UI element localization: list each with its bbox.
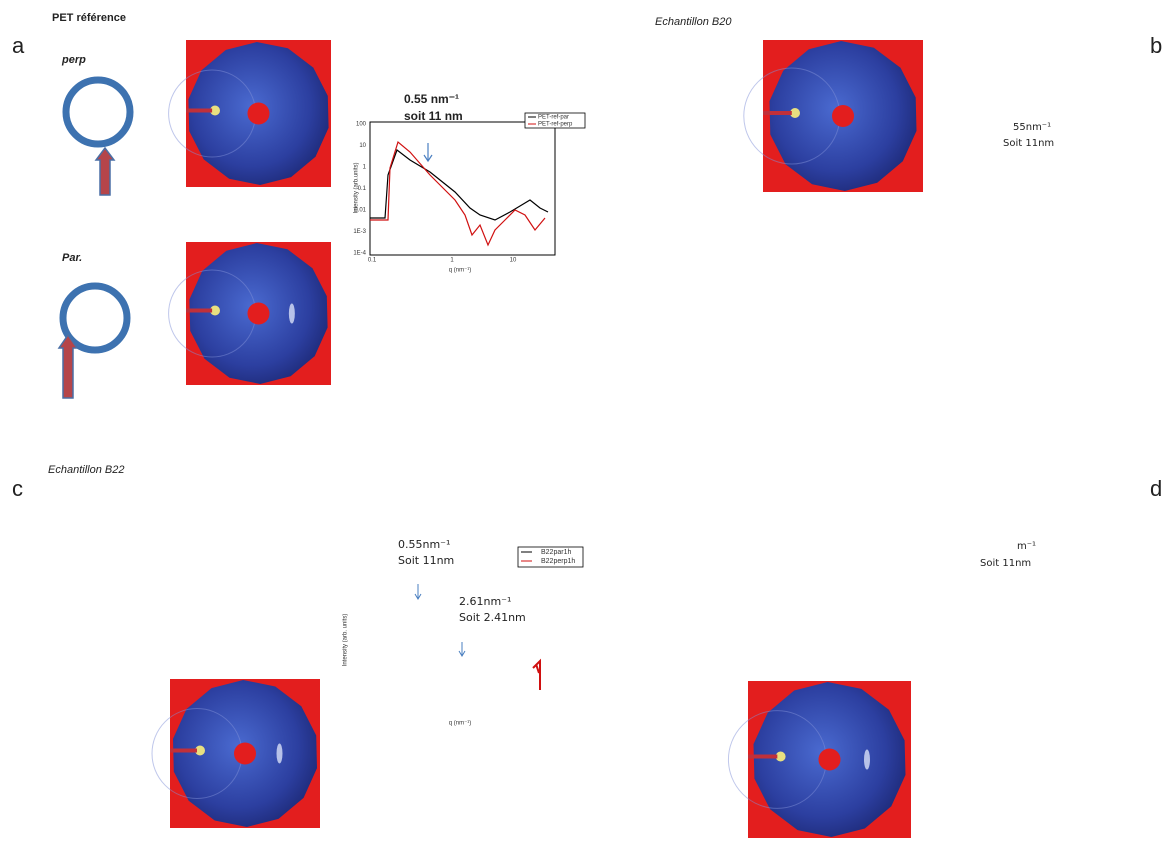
arrow <box>414 593 422 600</box>
y-tick-label: 10 <box>359 143 366 149</box>
arrow <box>94 146 116 196</box>
beamstop-arm <box>186 108 213 113</box>
sample-ring <box>59 282 131 354</box>
orientation-label: Par. <box>62 252 82 264</box>
beamstop <box>234 742 256 765</box>
y-axis-label: Intensity (arb. units) <box>343 614 349 667</box>
beamstop <box>832 105 854 127</box>
beamstop-arm <box>748 754 778 759</box>
curve-fragment <box>532 658 541 690</box>
beamstop-arm <box>763 111 792 115</box>
saxs-plot: 0.55 nm⁻¹ soit 11 nm PET-ref-par PET-ref… <box>353 92 586 274</box>
legend-entry: PET-ref-par <box>538 115 569 121</box>
annotation: Soit 11nm <box>980 558 1031 569</box>
panel-label: b <box>1150 33 1162 58</box>
annotation: soit 11 nm <box>404 109 463 123</box>
annotation: Soit 11nm <box>398 554 454 567</box>
annotation: m⁻¹ <box>1017 541 1036 552</box>
y-tick-label: 1E-4 <box>353 251 366 257</box>
arrow <box>423 154 433 163</box>
panel-label: a <box>12 33 25 58</box>
streak <box>288 303 295 324</box>
sample-ring <box>62 76 134 148</box>
legend-entry: B22par1h <box>541 549 571 556</box>
title: Echantillon B22 <box>48 464 124 476</box>
legend-entry: PET-ref-perp <box>538 122 573 128</box>
beamstop <box>247 302 270 325</box>
beamstop-arm <box>170 748 197 753</box>
panel-label: d <box>1150 476 1162 501</box>
x-tick-label: 10 <box>510 258 517 264</box>
plot-frame <box>369 121 556 256</box>
panel-label: c <box>12 476 23 501</box>
legend <box>524 112 586 129</box>
x-axis-label: q (nm⁻¹) <box>449 268 472 274</box>
orientation-label: perp <box>61 54 86 66</box>
annotation: 2.61nm⁻¹ <box>459 595 511 608</box>
y-tick-label: 0.1 <box>358 186 367 192</box>
y-tick-label: 1E-3 <box>353 229 366 235</box>
streak <box>863 749 870 770</box>
beam-center <box>210 105 220 116</box>
beam-center <box>210 305 220 316</box>
beamstop-arm <box>186 308 213 313</box>
beam-center <box>790 108 800 118</box>
curve-perp <box>370 140 546 247</box>
title: Echantillon B20 <box>655 16 732 28</box>
annotation: 0.55 nm⁻¹ <box>404 92 459 106</box>
y-tick-label: 100 <box>356 122 367 128</box>
beam-center <box>775 751 786 762</box>
beamstop <box>247 102 270 125</box>
legend <box>517 546 584 568</box>
x-tick-label: 0.1 <box>368 258 377 264</box>
ticks: 0.1 1 10 100 10 1 0.1 0.01 1E-3 1E-4 <box>353 122 517 264</box>
beam-center <box>195 745 205 756</box>
y-tick-label: 0.01 <box>354 208 366 214</box>
x-tick-label: 1 <box>450 258 454 264</box>
title: PET référence <box>52 12 126 24</box>
arrow <box>458 650 466 657</box>
detector-images <box>151 40 923 838</box>
curve-par <box>370 149 549 221</box>
arrow <box>57 333 79 399</box>
annotation: 55nm⁻¹ <box>1013 122 1051 133</box>
x-axis-label: q (nm⁻¹) <box>449 721 472 727</box>
y-tick-label: 1 <box>363 165 367 171</box>
annotation: 0.55nm⁻¹ <box>398 538 450 551</box>
streak <box>276 743 283 764</box>
annotation: Soit 11nm <box>1003 138 1054 149</box>
y-axis-label: Intensity (arb.units) <box>354 162 360 213</box>
legend-entry: B22perp1h <box>541 558 575 565</box>
annotation: Soit 2.41nm <box>459 611 526 624</box>
beamstop <box>818 748 841 771</box>
